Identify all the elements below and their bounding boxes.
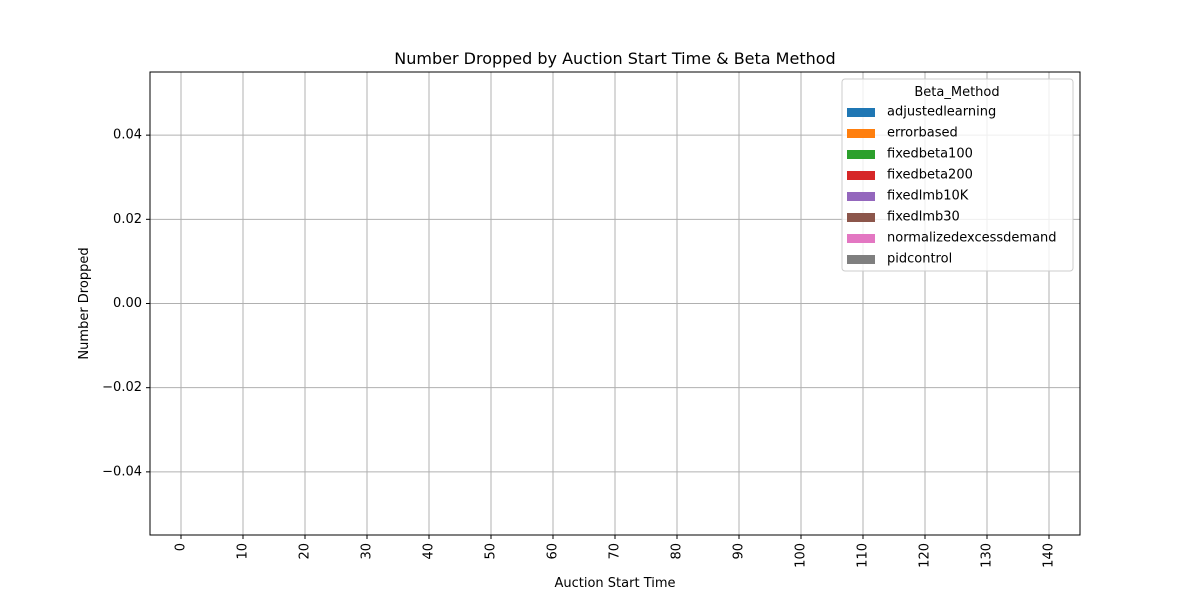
x-tick-label: 90	[732, 543, 747, 560]
y-tick-label: 0.00	[113, 296, 142, 311]
y-tick-label: −0.02	[102, 380, 142, 395]
y-axis-label: Number Dropped	[77, 247, 92, 359]
x-tick-label: 60	[546, 543, 561, 560]
x-tick-label: 140	[1042, 543, 1057, 568]
y-tick-label: −0.04	[102, 464, 142, 479]
legend-entry-label: fixedlmb30	[887, 210, 960, 225]
legend-swatch	[847, 213, 875, 222]
legend-swatch	[847, 150, 875, 159]
legend-entry-label: errorbased	[887, 126, 958, 141]
legend-swatch	[847, 255, 875, 264]
chart-title: Number Dropped by Auction Start Time & B…	[394, 49, 835, 68]
x-axis-label: Auction Start Time	[554, 576, 675, 591]
x-tick-label: 70	[608, 543, 623, 560]
y-axis: −0.04 −0.02 0.00 0.02 0.04	[102, 128, 150, 479]
legend-box	[841, 78, 1074, 272]
legend-swatch	[847, 129, 875, 138]
x-tick-label: 130	[980, 543, 995, 568]
x-tick-label: 0	[174, 543, 189, 551]
legend-entry-label: pidcontrol	[887, 252, 952, 267]
legend-swatch	[847, 192, 875, 201]
legend-entry-label: fixedlmb10K	[887, 189, 969, 204]
legend-title: Beta_Method	[914, 85, 999, 100]
x-tick-label: 110	[856, 543, 871, 568]
x-tick-label: 10	[236, 543, 251, 560]
x-axis: 0 10 20 30 40 50 60 70 80 90 100 110 120 130 140	[174, 535, 1057, 568]
legend-swatch	[847, 171, 875, 180]
x-tick-label: 80	[670, 543, 685, 560]
x-tick-label: 100	[794, 543, 809, 568]
y-tick-label: 0.04	[113, 128, 142, 143]
x-tick-label: 50	[484, 543, 499, 560]
legend-swatch	[847, 234, 875, 243]
y-tick-label: 0.02	[113, 212, 142, 227]
legend-entry-label: normalizedexcessdemand	[887, 231, 1057, 246]
x-tick-label: 40	[422, 543, 437, 560]
legend-entry-label: adjustedlearning	[887, 105, 996, 120]
legend-entry-label: fixedbeta200	[887, 168, 973, 183]
x-tick-label: 20	[298, 543, 313, 560]
legend: Beta_Method adjustedlearning errorbased fi…	[841, 78, 1074, 272]
x-tick-label: 120	[918, 543, 933, 568]
x-tick-label: 30	[360, 543, 375, 560]
legend-swatch	[847, 108, 875, 117]
legend-entry-label: fixedbeta100	[887, 147, 973, 162]
